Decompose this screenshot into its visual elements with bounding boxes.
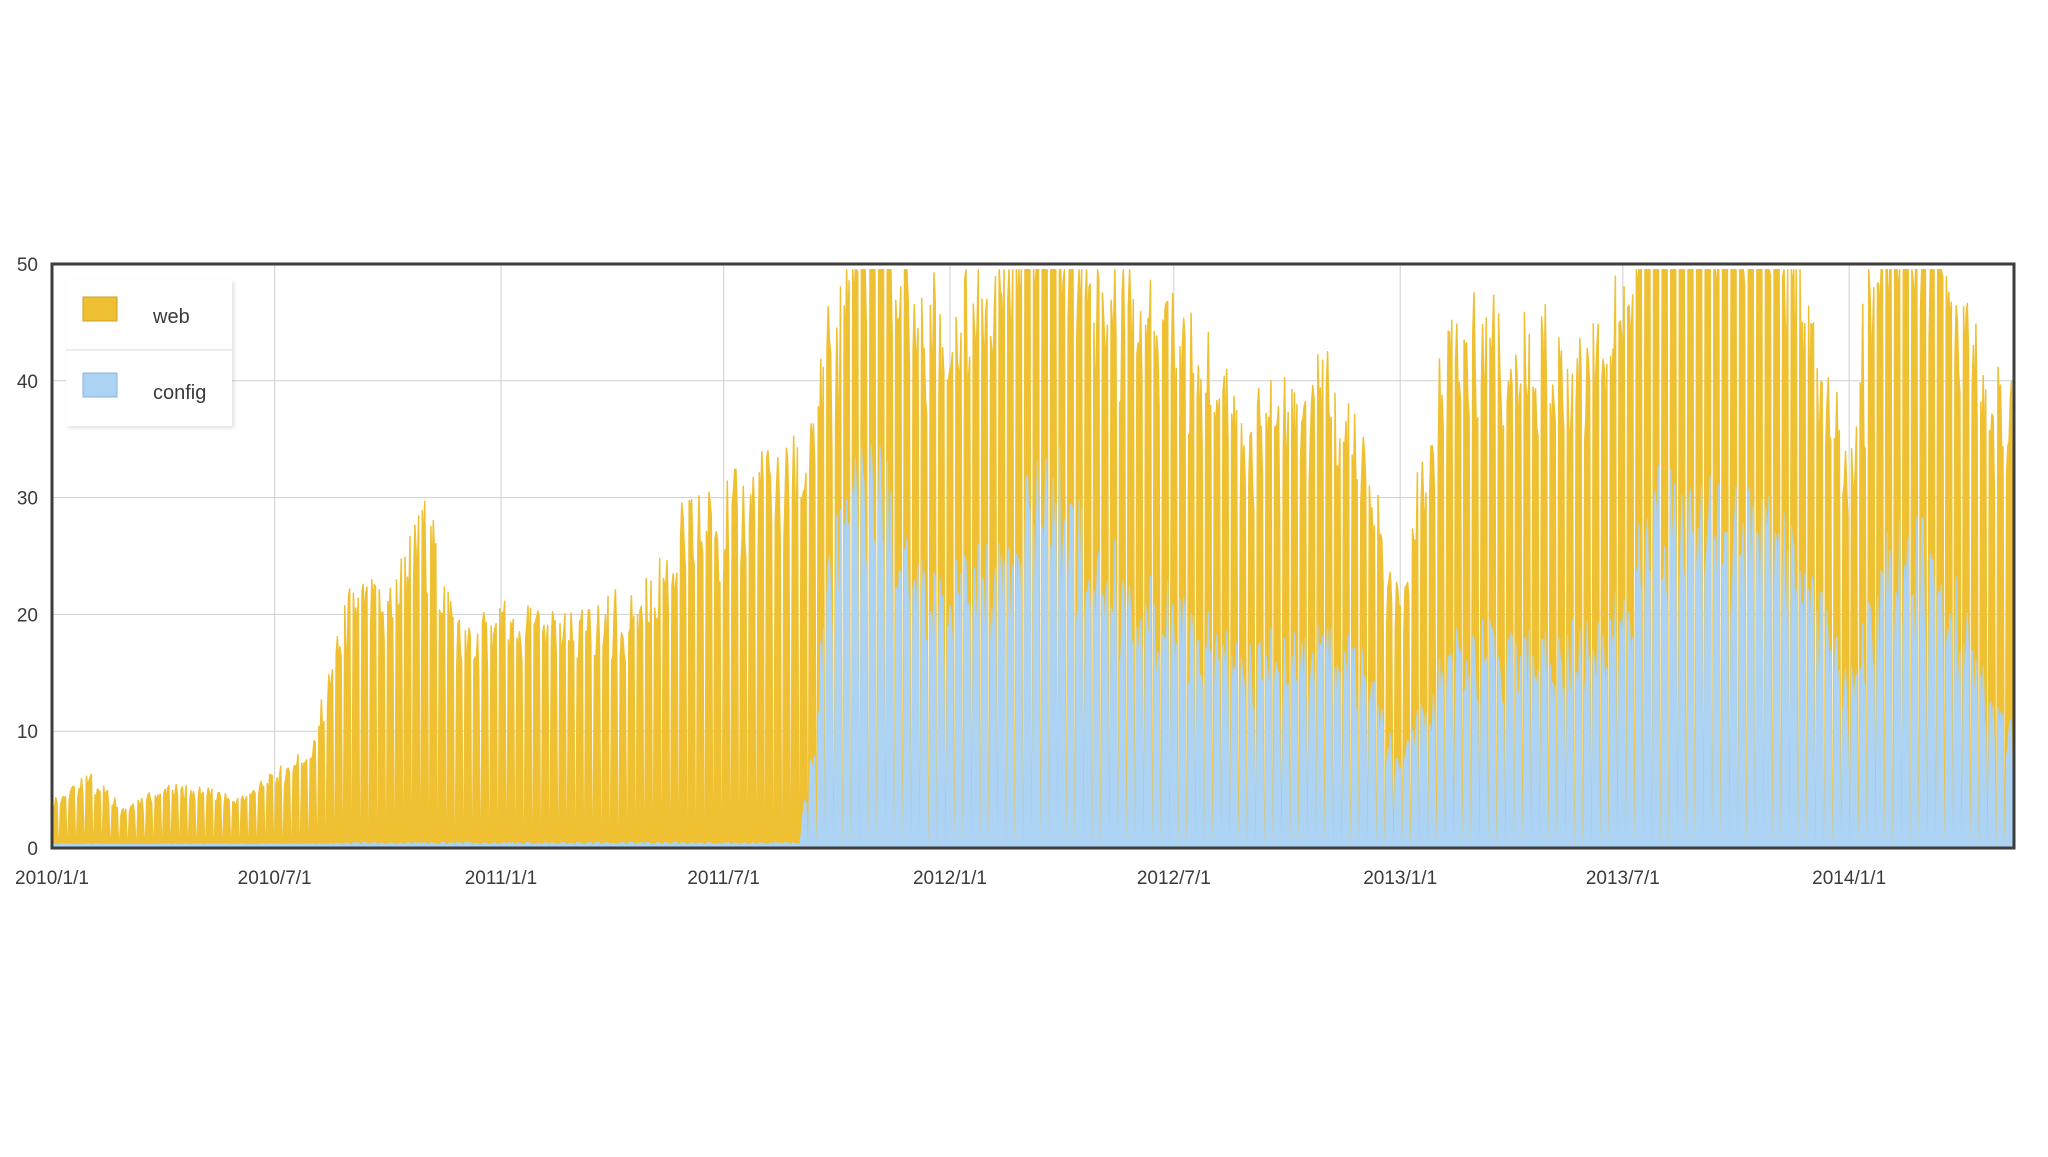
x-tick-label: 2014/1/1 [1812,868,1886,889]
y-tick-label: 40 [17,372,38,393]
x-tick-label: 2011/7/1 [687,868,760,889]
legend-label-web: web [152,306,190,328]
series-area-config [52,444,2014,848]
legend: web config [66,280,232,426]
x-tick-label: 2013/7/1 [1586,868,1660,889]
x-tick-label: 2010/1/1 [15,868,89,889]
x-tick-label: 2011/1/1 [465,868,538,889]
legend-swatch-config [82,372,118,398]
plot-frame [50,262,2016,850]
y-tick-label: 20 [17,605,38,626]
x-tick-label: 2010/7/1 [238,868,312,889]
x-axis-ticks: 2010/1/1 2010/7/1 2011/1/1 2011/7/1 2012/1/1… [15,868,1886,889]
y-tick-label: 30 [17,489,38,510]
y-tick-label: 10 [17,722,38,743]
legend-label-config: config [153,382,206,404]
x-tick-label: 2012/1/1 [913,868,987,889]
y-axis-ticks: 0 10 20 30 40 50 [17,255,38,860]
y-tick-label: 50 [17,255,38,276]
x-tick-label: 2012/7/1 [1137,868,1211,889]
x-tick-label: 2013/1/1 [1363,868,1437,889]
legend-swatch-web [82,296,118,322]
series-layer [52,269,2014,848]
y-tick-label: 0 [27,839,38,860]
